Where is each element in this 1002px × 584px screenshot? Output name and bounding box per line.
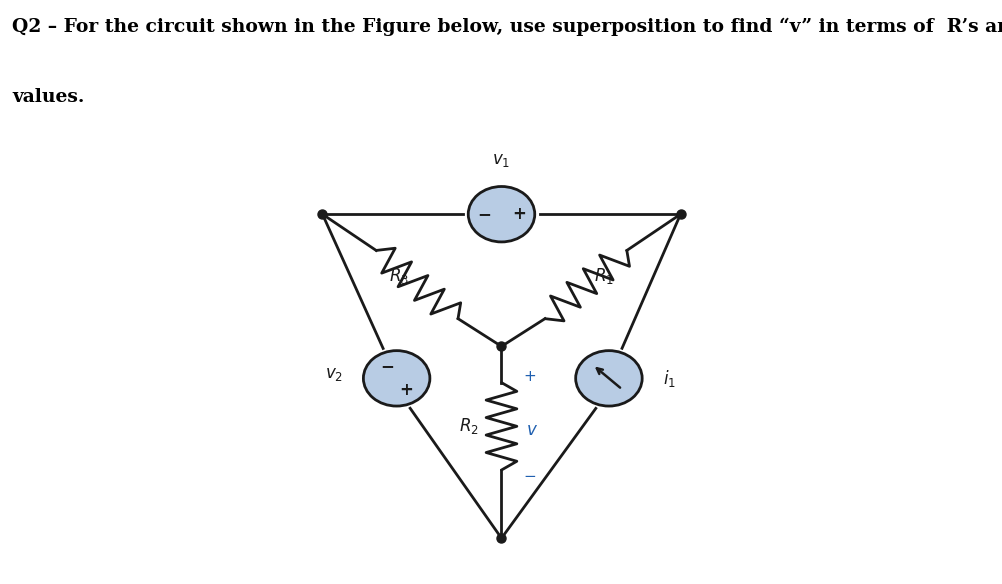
- Text: $v$: $v$: [525, 422, 537, 439]
- Circle shape: [468, 186, 534, 242]
- Text: −: −: [477, 205, 491, 223]
- Text: $R_3$: $R_3$: [389, 266, 409, 286]
- Text: $i_1$: $i_1$: [662, 368, 675, 389]
- Text: +: +: [522, 369, 535, 384]
- Text: $v_1$: $v_1$: [492, 152, 510, 169]
- Text: $v_2$: $v_2$: [325, 366, 343, 383]
- Text: −: −: [380, 357, 394, 374]
- Text: $R_2$: $R_2$: [458, 416, 478, 436]
- Text: −: −: [522, 469, 535, 484]
- Text: +: +: [399, 381, 413, 399]
- Circle shape: [575, 350, 641, 406]
- Text: values.: values.: [12, 88, 84, 106]
- Circle shape: [363, 350, 430, 406]
- Text: $R_1$: $R_1$: [593, 266, 613, 286]
- Text: Q2 – For the circuit shown in the Figure below, use superposition to find “v” in: Q2 – For the circuit shown in the Figure…: [12, 18, 1002, 36]
- Text: +: +: [511, 205, 525, 223]
